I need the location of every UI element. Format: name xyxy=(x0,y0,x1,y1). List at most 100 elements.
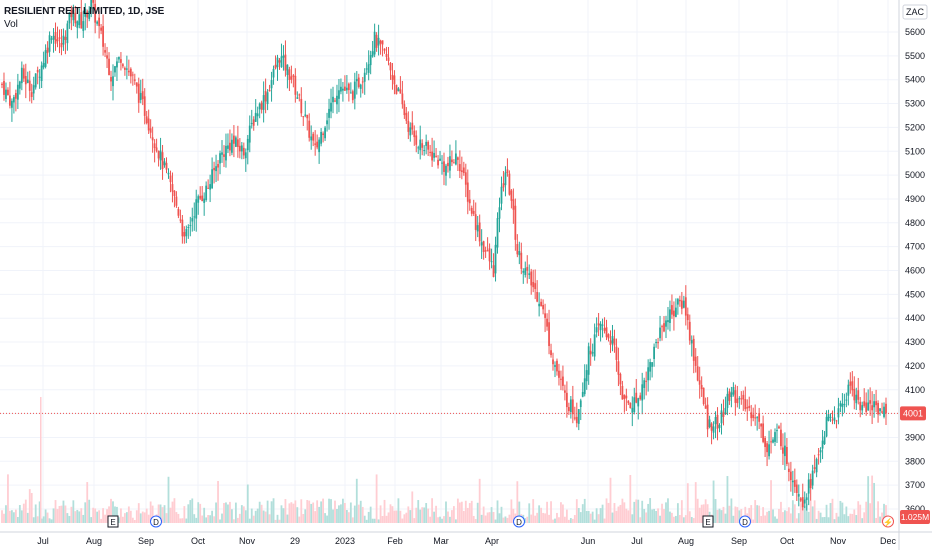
candle-body xyxy=(458,164,461,172)
volume-bar xyxy=(508,514,511,523)
candle-body xyxy=(625,395,628,399)
candle-body xyxy=(599,323,602,331)
volume-bar xyxy=(62,500,65,523)
candle-body xyxy=(308,120,311,138)
candle-body xyxy=(863,401,866,406)
volume-bar xyxy=(875,517,877,523)
candle-body xyxy=(88,10,91,19)
volume-bar xyxy=(74,511,77,523)
candle-body xyxy=(696,366,699,381)
volume-bar xyxy=(437,517,439,523)
earnings-marker[interactable]: E xyxy=(107,515,119,528)
volume-bar xyxy=(78,511,81,523)
candle-body xyxy=(468,199,471,204)
candle-body xyxy=(167,172,170,175)
candle-body xyxy=(530,271,533,286)
volume-bar xyxy=(86,482,89,523)
volume-bar xyxy=(332,509,334,523)
candle-body xyxy=(421,143,424,148)
candle-body xyxy=(219,153,221,164)
candle-body xyxy=(256,113,259,117)
candle-body xyxy=(411,122,414,130)
volume-bar xyxy=(345,509,348,523)
candle-body xyxy=(585,370,588,382)
candle-body xyxy=(789,471,792,481)
candle-body xyxy=(494,244,497,274)
candle-body xyxy=(197,196,200,203)
candle-body xyxy=(141,91,144,100)
dividend-marker[interactable]: D xyxy=(513,515,525,528)
earnings-marker[interactable]: E xyxy=(702,515,714,528)
dividend-icon xyxy=(150,515,162,528)
volume-bar xyxy=(250,508,253,523)
volume-bar xyxy=(365,519,368,523)
candle-body xyxy=(663,323,665,332)
volume-bar xyxy=(217,480,219,523)
volume-bar xyxy=(314,511,317,523)
candle-body xyxy=(173,190,176,197)
volume-bar xyxy=(605,498,608,523)
volume-bar xyxy=(696,498,699,523)
volume-bar xyxy=(177,513,180,523)
split-marker[interactable]: ⚡ xyxy=(882,515,894,528)
candle-body xyxy=(704,405,707,409)
candle-body xyxy=(776,430,778,432)
volume-bar xyxy=(207,514,210,523)
candle-body xyxy=(581,391,584,397)
volume-bar xyxy=(30,493,33,523)
volume-bar xyxy=(540,507,543,523)
candle-body xyxy=(738,398,741,400)
candle-body xyxy=(82,21,85,31)
volume-bar xyxy=(326,515,328,523)
candle-body xyxy=(793,480,796,487)
candle-body xyxy=(223,154,225,157)
volume-bar xyxy=(201,515,204,523)
volume-bar xyxy=(60,505,63,523)
volume-bar xyxy=(443,516,445,523)
candle-body xyxy=(665,320,667,327)
volume-legend-label[interactable]: Vol xyxy=(4,19,18,30)
volume-bar xyxy=(268,514,271,523)
symbol-title[interactable]: RESILIENT REIT LIMITED, 1D, JSE xyxy=(4,6,165,17)
candle-body xyxy=(502,183,505,188)
candle-body xyxy=(353,81,356,99)
volume-bar xyxy=(730,498,733,523)
price-tick-label: 4900 xyxy=(905,194,925,204)
volume-bar xyxy=(849,513,852,523)
volume-bar xyxy=(181,518,184,523)
volume-bar xyxy=(885,505,887,523)
candle-body xyxy=(593,334,596,357)
candle-body xyxy=(264,91,267,102)
candle-body xyxy=(655,341,657,344)
volume-bar xyxy=(675,515,677,523)
volume-bar xyxy=(853,509,856,523)
candle-body xyxy=(397,88,400,92)
candle-body xyxy=(829,416,832,418)
candle-body xyxy=(320,131,323,144)
candle-body xyxy=(825,416,828,437)
candle-body xyxy=(756,417,759,419)
volume-bar xyxy=(558,517,560,523)
volume-bar xyxy=(246,484,249,523)
candle-body xyxy=(78,14,81,26)
volume-bar xyxy=(171,501,174,523)
dividend-marker[interactable]: D xyxy=(150,515,162,528)
volume-bar xyxy=(336,509,338,523)
candle-body xyxy=(859,401,862,411)
volume-bar xyxy=(169,507,172,523)
candle-body xyxy=(177,208,180,216)
volume-bar xyxy=(454,519,457,523)
candle-body xyxy=(619,373,622,385)
candle-body xyxy=(314,143,317,145)
candle-body xyxy=(189,225,192,227)
volume-bar xyxy=(137,503,140,523)
volume-bar xyxy=(661,503,663,523)
dividend-marker[interactable]: D xyxy=(739,515,751,528)
candle-body xyxy=(298,94,301,96)
candle-body xyxy=(94,3,97,23)
volume-bar xyxy=(381,516,384,523)
candle-body xyxy=(575,416,578,424)
volume-bar xyxy=(76,509,79,523)
volume-bar xyxy=(94,508,97,523)
